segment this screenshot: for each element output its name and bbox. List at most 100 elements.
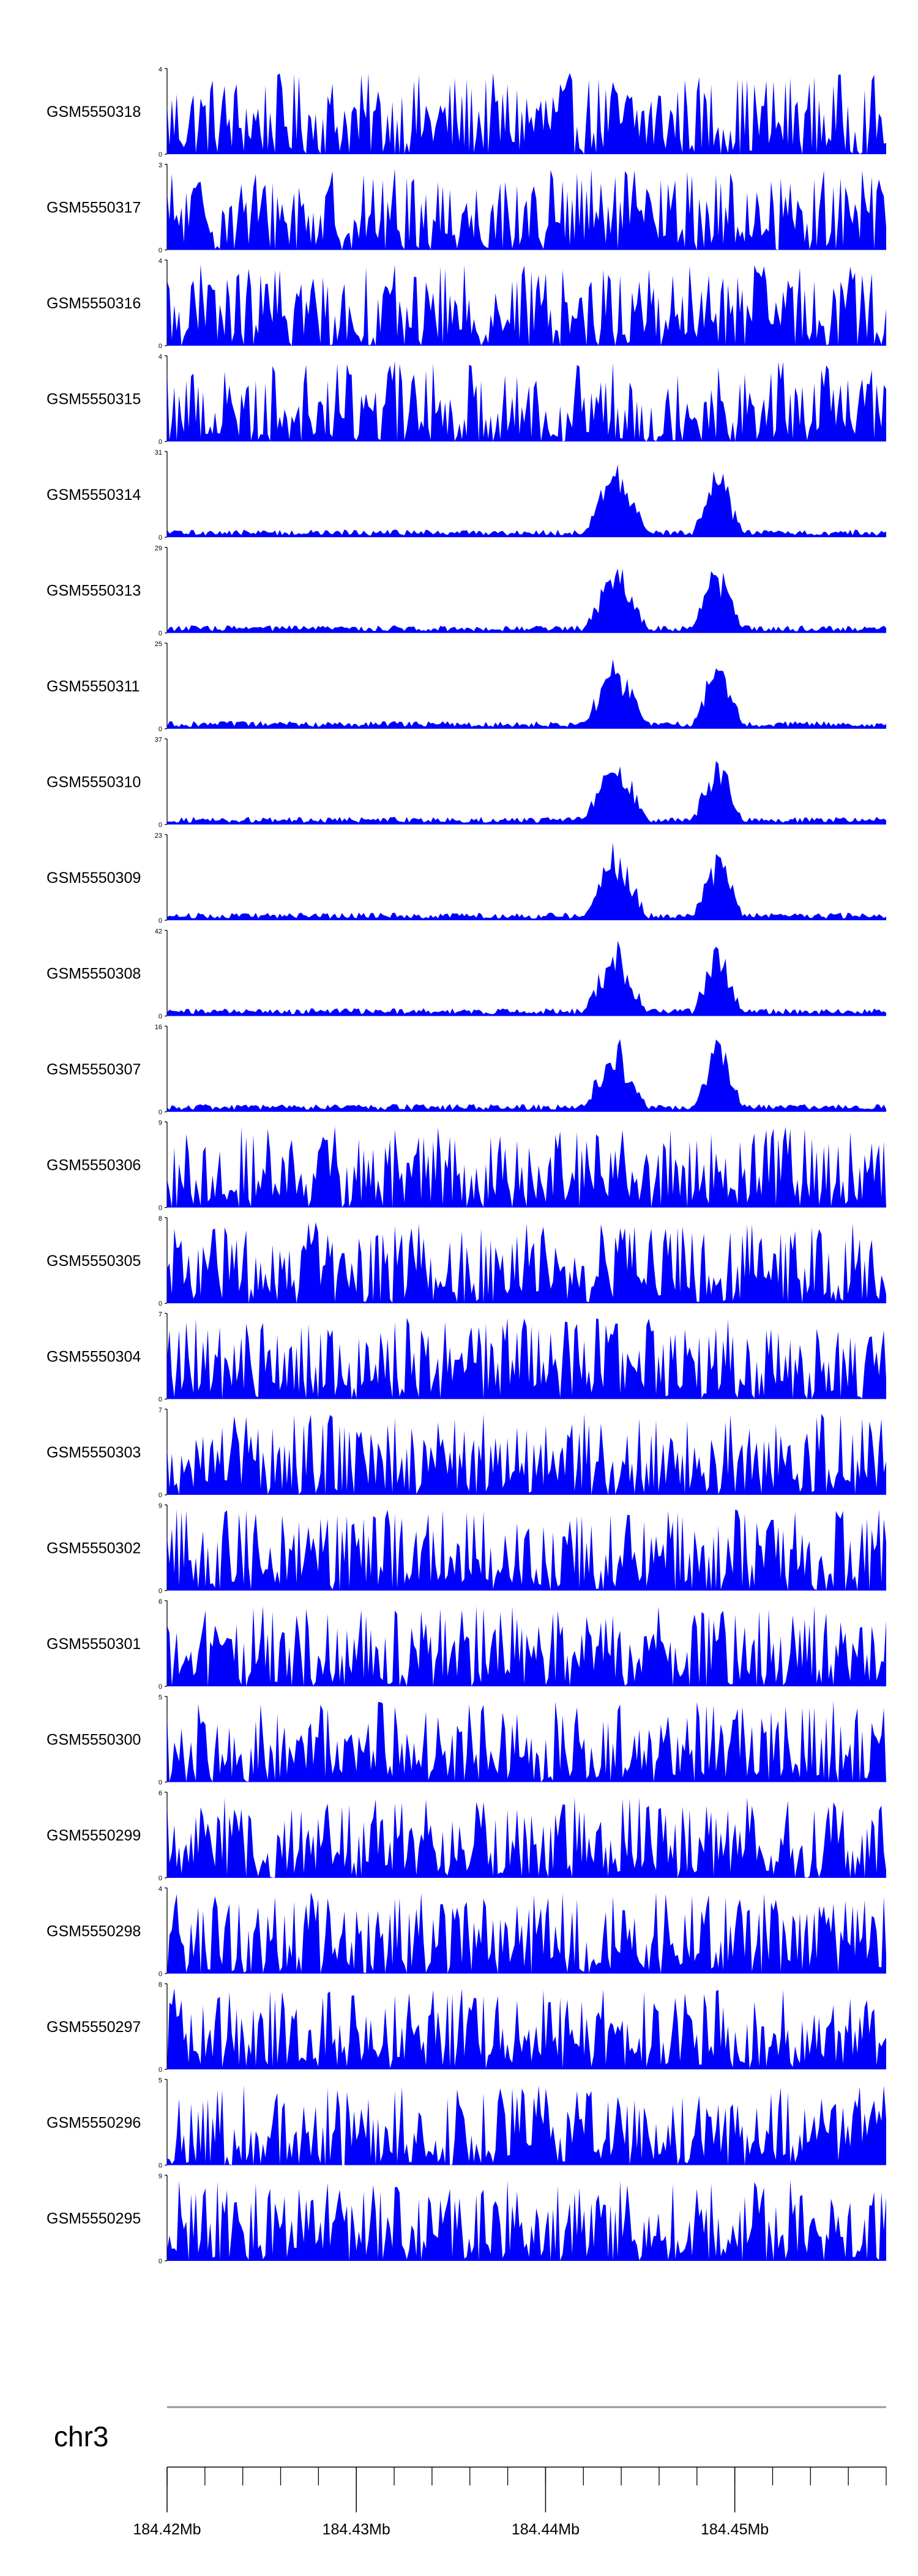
y-zero-label: 0 (159, 1013, 162, 1021)
y-zero-label: 0 (159, 343, 162, 350)
y-max-label: 4 (159, 354, 162, 361)
coverage-area (167, 761, 886, 825)
y-zero-label: 0 (159, 917, 162, 925)
coverage-area (167, 73, 886, 154)
track-gsm5550300: GSM5550300 5 0 (47, 1694, 886, 1787)
y-max-label: 31 (155, 449, 162, 456)
y-max-label: 25 (155, 641, 162, 648)
y-zero-label: 0 (159, 822, 162, 829)
track-label: GSM5550302 (47, 1540, 141, 1557)
track-label: GSM5550298 (47, 1923, 141, 1940)
y-max-label: 6 (159, 1598, 162, 1606)
y-max-label: 42 (155, 928, 162, 936)
y-zero-label: 0 (159, 630, 162, 638)
track-label: GSM5550305 (47, 1253, 141, 1270)
coverage-area (167, 1605, 886, 1686)
track-gsm5550295: GSM5550295 9 0 (47, 2173, 886, 2265)
y-zero-label: 0 (159, 2066, 162, 2074)
y-max-label: 9 (159, 2173, 162, 2180)
y-zero-label: 0 (159, 247, 162, 255)
track-label: GSM5550295 (47, 2210, 141, 2227)
coverage-area (167, 168, 886, 250)
track-gsm5550299: GSM5550299 6 0 (47, 1790, 886, 1882)
y-max-label: 5 (159, 1694, 162, 1702)
coverage-area (167, 2180, 886, 2261)
coverage-area (167, 264, 886, 346)
y-max-label: 7 (159, 1311, 162, 1319)
track-label: GSM5550299 (47, 1827, 141, 1844)
y-zero-label: 0 (159, 151, 162, 158)
y-max-label: 37 (155, 737, 162, 744)
track-label: GSM5550311 (47, 678, 140, 695)
coverage-area (167, 1796, 886, 1878)
track-gsm5550318: GSM5550318 4 0 (47, 66, 886, 158)
y-max-label: 3 (159, 162, 162, 169)
track-gsm5550306: GSM5550306 9 0 (47, 1120, 886, 1212)
coverage-area (167, 1126, 886, 1208)
y-max-label: 16 (155, 1024, 162, 1031)
track-label: GSM5550314 (47, 486, 141, 504)
track-gsm5550316: GSM5550316 4 0 (47, 258, 886, 350)
coverage-area (167, 1988, 886, 2069)
track-gsm5550297: GSM5550297 8 0 (47, 1981, 886, 2074)
track-gsm5550313: GSM5550313 29 0 (47, 545, 886, 638)
track-gsm5550315: GSM5550315 4 0 (47, 354, 886, 446)
coverage-area (167, 1509, 886, 1591)
y-zero-label: 0 (159, 1875, 162, 1882)
y-max-label: 29 (155, 545, 162, 553)
y-zero-label: 0 (159, 1588, 162, 1595)
track-label: GSM5550303 (47, 1444, 141, 1461)
track-gsm5550301: GSM5550301 6 0 (47, 1598, 886, 1691)
y-zero-label: 0 (159, 1683, 162, 1691)
chromosome-label: chr3 (54, 2421, 108, 2452)
x-tick-label: 184.44Mb (512, 2521, 580, 2538)
track-gsm5550317: GSM5550317 3 0 (47, 162, 886, 255)
track-stack: GSM555031840GSM555031730GSM555031640GSM5… (47, 66, 886, 2265)
y-zero-label: 0 (159, 726, 162, 733)
coverage-area (167, 360, 886, 442)
track-gsm5550314: GSM5550314 31 0 (47, 449, 886, 542)
track-label: GSM5550306 (47, 1157, 141, 1174)
y-max-label: 5 (159, 2077, 162, 2085)
y-zero-label: 0 (159, 1779, 162, 1787)
y-max-label: 9 (159, 1503, 162, 1510)
coverage-area (167, 1039, 886, 1112)
track-label: GSM5550301 (47, 1636, 141, 1653)
track-gsm5550304: GSM5550304 7 0 (47, 1311, 886, 1404)
y-max-label: 4 (159, 66, 162, 73)
y-zero-label: 0 (159, 2258, 162, 2265)
y-max-label: 4 (159, 1886, 162, 1893)
track-label: GSM5550315 (47, 391, 141, 408)
genome-axis: chr3 184.42Mb 184.43Mb 184.44Mb 184.45Mb (54, 2406, 887, 2538)
track-gsm5550309: GSM5550309 23 0 (47, 832, 886, 925)
coverage-area (167, 1317, 886, 1399)
y-max-label: 8 (159, 1215, 162, 1223)
coverage-area (167, 1892, 886, 1974)
coverage-area (167, 2085, 886, 2165)
y-max-label: 8 (159, 1981, 162, 1989)
track-label: GSM5550297 (47, 2019, 141, 2036)
track-label: GSM5550296 (47, 2115, 141, 2132)
y-zero-label: 0 (159, 439, 162, 446)
track-gsm5550298: GSM5550298 4 0 (47, 1886, 886, 1978)
coverage-area (167, 1700, 886, 1782)
y-zero-label: 0 (159, 1300, 162, 1308)
y-max-label: 9 (159, 1120, 162, 1127)
track-label: GSM5550310 (47, 774, 141, 791)
y-zero-label: 0 (159, 1396, 162, 1404)
y-max-label: 23 (155, 832, 162, 839)
track-label: GSM5550300 (47, 1732, 141, 1749)
track-gsm5550308: GSM5550308 42 0 (47, 928, 886, 1021)
track-label: GSM5550316 (47, 295, 141, 312)
x-tick-label: 184.43Mb (323, 2521, 390, 2538)
track-label: GSM5550308 (47, 966, 141, 983)
y-max-label: 6 (159, 1790, 162, 1797)
coverage-area (167, 568, 886, 633)
track-gsm5550296: GSM5550296 5 0 (47, 2077, 886, 2170)
coverage-area (167, 1222, 886, 1303)
track-gsm5550305: GSM5550305 8 0 (47, 1215, 886, 1308)
y-zero-label: 0 (159, 1971, 162, 1978)
track-gsm5550310: GSM5550310 37 0 (47, 737, 886, 829)
y-zero-label: 0 (159, 534, 162, 542)
